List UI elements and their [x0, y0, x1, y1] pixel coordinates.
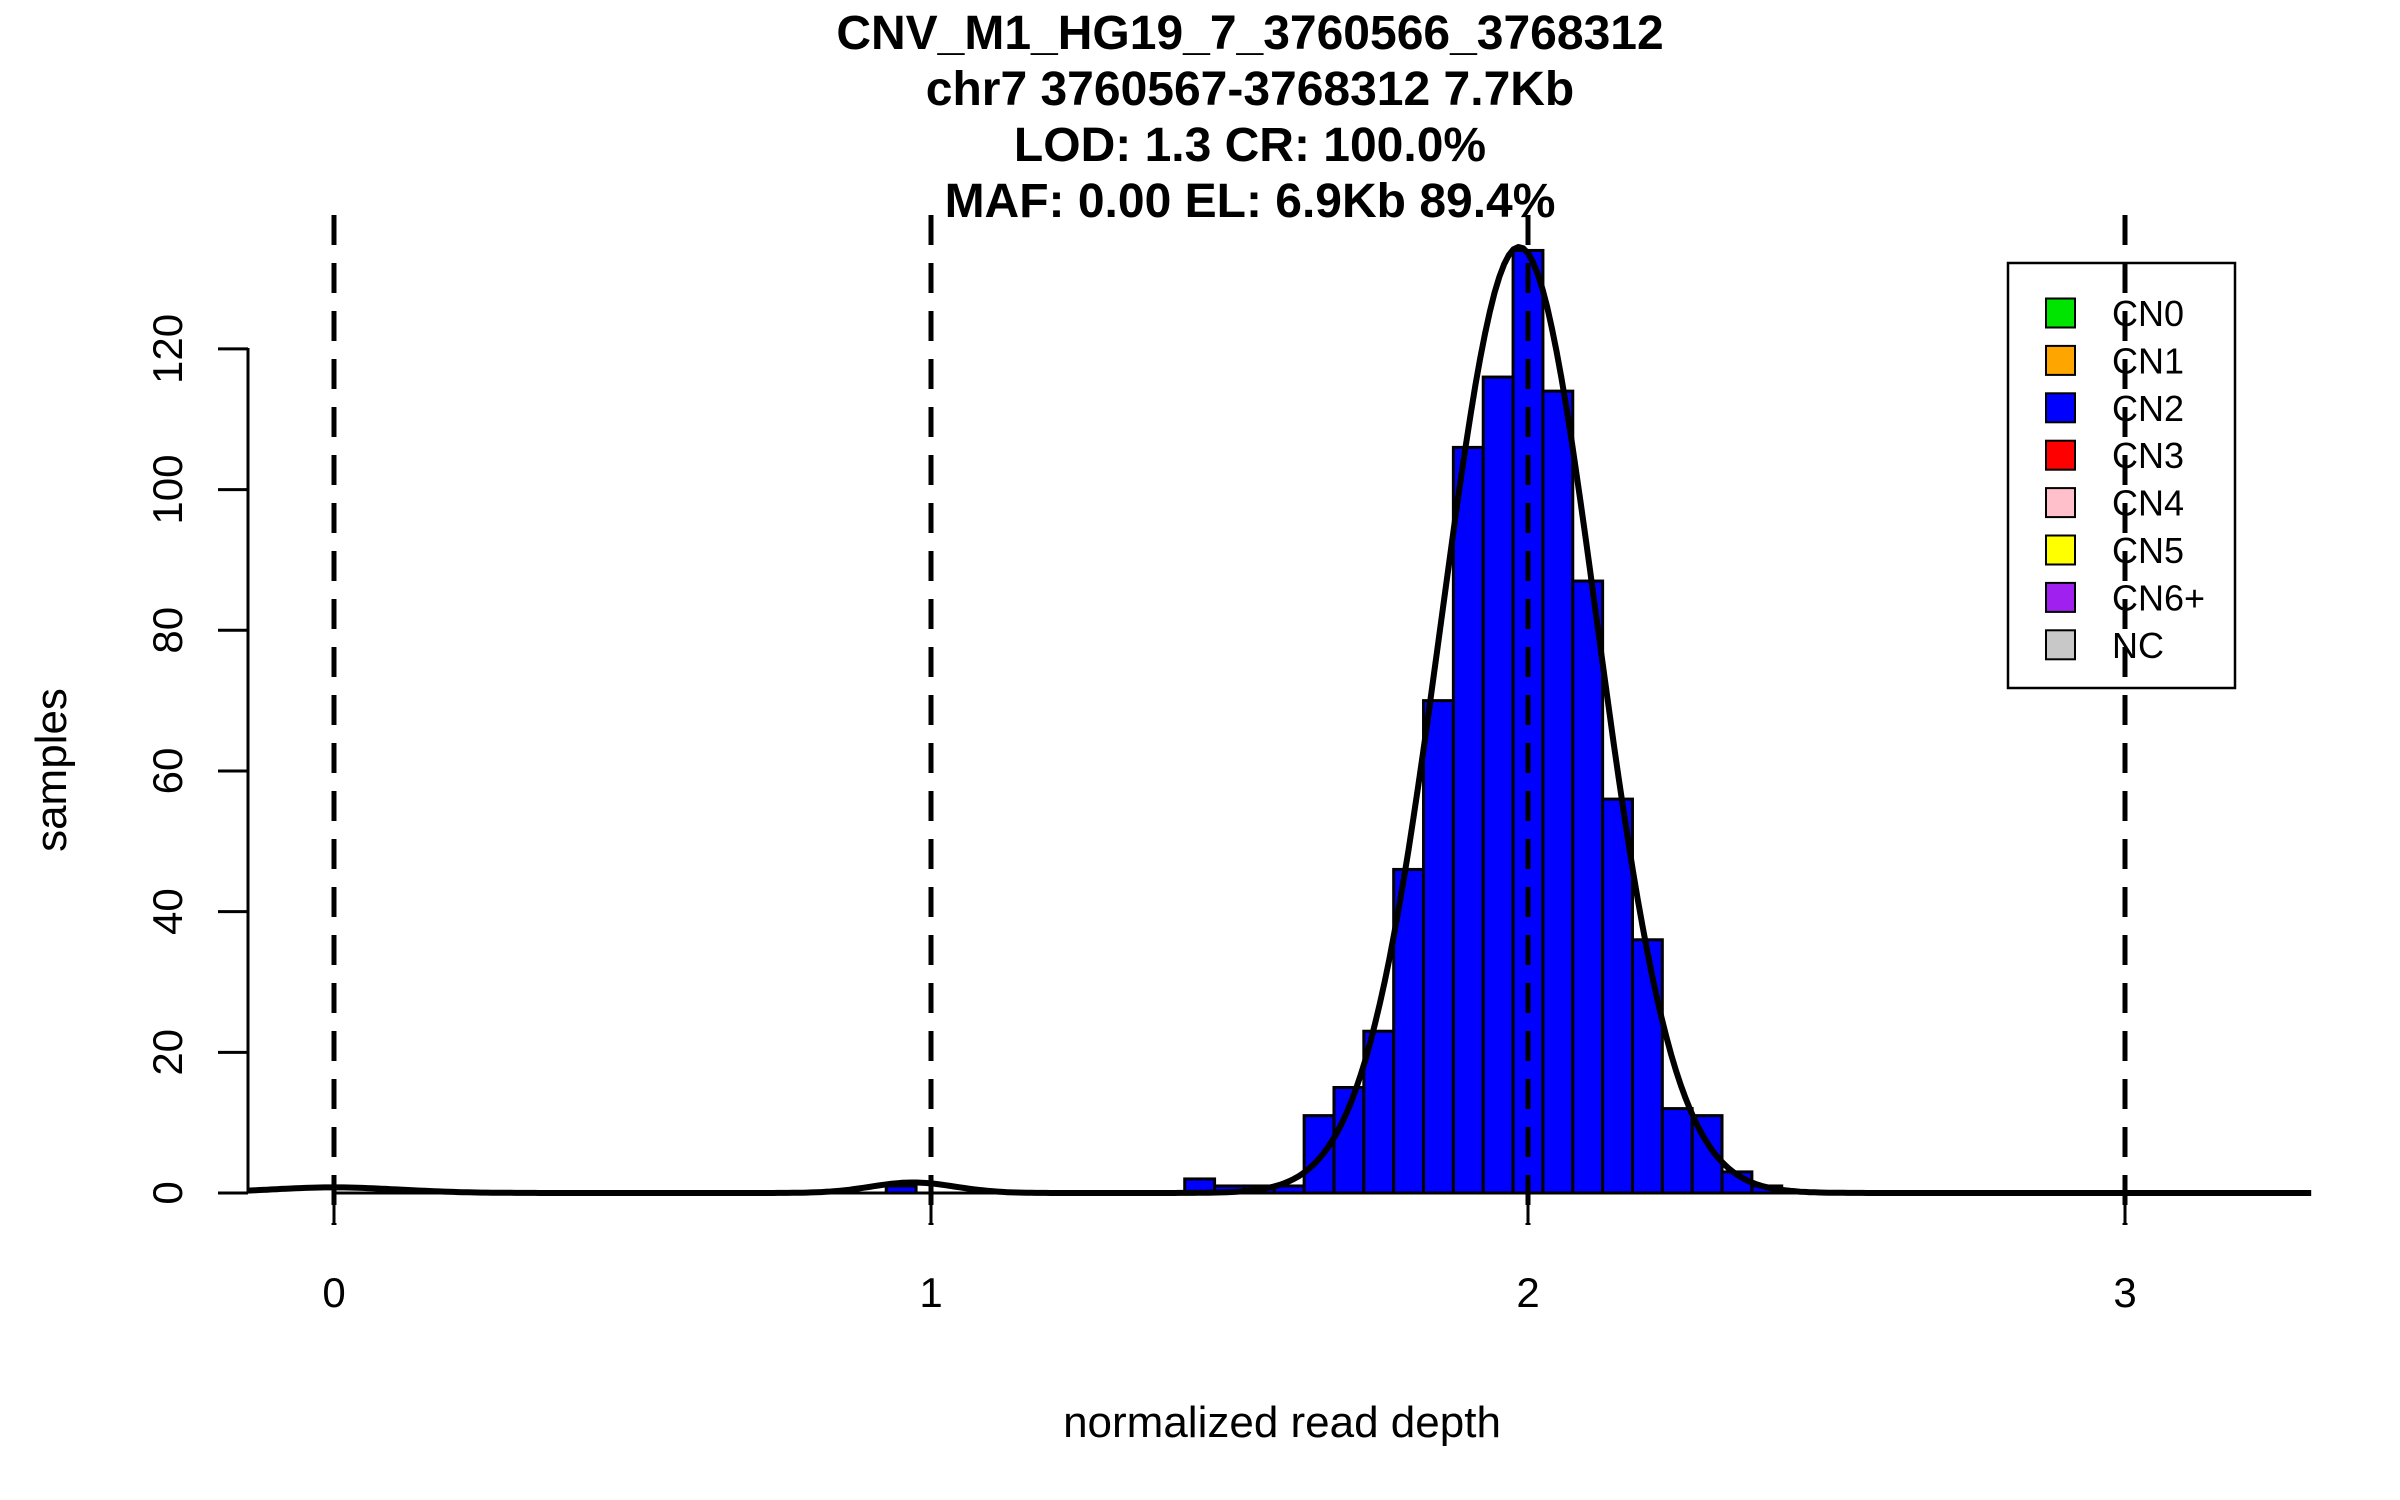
- legend-label-CN0: CN0: [2112, 293, 2184, 334]
- legend-label-CN2: CN2: [2112, 388, 2184, 429]
- legend-swatch-CN2: [2045, 392, 2076, 424]
- density-curve: [247, 244, 2312, 1196]
- legend-swatch-CN6+: [2045, 581, 2076, 613]
- histogram-bar: [1630, 938, 1664, 1195]
- figure-title-line-4: MAF: 0.00 EL: 6.9Kb 89.4%: [944, 175, 1556, 228]
- legend-swatch-CN5: [2045, 534, 2076, 566]
- figure-title-line-3: LOD: 1.3 CR: 100.0%: [1013, 119, 1487, 172]
- legend-label-CN4: CN4: [2112, 483, 2184, 524]
- histogram-bar: [1660, 1107, 1694, 1195]
- legend-swatch-NC: [2045, 629, 2076, 661]
- x-tick-label: 0: [322, 1269, 345, 1316]
- legend-label-CN5: CN5: [2112, 530, 2184, 571]
- histogram-bar: [1481, 375, 1515, 1195]
- figure-title-line-1: CNV_M1_HG19_7_3760566_3768312: [836, 7, 1664, 60]
- y-axis-label: samples: [27, 688, 76, 852]
- legend-label-CN6+: CN6+: [2112, 577, 2205, 618]
- legend-box: [2006, 261, 2237, 690]
- histogram-bar: [1571, 579, 1605, 1195]
- legend-label-NC: NC: [2112, 625, 2164, 666]
- legend-swatch-CN0: [2045, 297, 2076, 329]
- y-tick-label: 120: [144, 314, 191, 384]
- histogram-bar: [1541, 389, 1575, 1195]
- x-axis-label: normalized read depth: [1063, 1398, 1501, 1447]
- legend-swatch-CN4: [2045, 487, 2076, 519]
- legend-label-CN1: CN1: [2112, 340, 2184, 381]
- legend-swatch-CN3: [2045, 439, 2076, 471]
- histogram-bar: [1422, 699, 1455, 1195]
- x-tick-label: 3: [2113, 1269, 2136, 1316]
- y-tick-label: 100: [144, 455, 191, 525]
- figure-title: CNV_M1_HG19_7_3760566_3768312 chr7 37605…: [195, 6, 2305, 230]
- histogram-bar: [1451, 445, 1485, 1195]
- y-tick-label: 60: [144, 748, 191, 795]
- legend-swatch-CN1: [2045, 344, 2076, 376]
- x-tick-label: 2: [1516, 1269, 1539, 1316]
- legend-label-CN3: CN3: [2112, 435, 2184, 476]
- y-tick-label: 80: [144, 607, 191, 654]
- x-tick-label: 1: [919, 1269, 942, 1316]
- figure-title-line-2: chr7 3760567-3768312 7.7Kb: [925, 63, 1575, 116]
- y-tick-label: 40: [144, 888, 191, 935]
- y-tick-label: 0: [144, 1181, 191, 1204]
- y-tick-label: 20: [144, 1029, 191, 1076]
